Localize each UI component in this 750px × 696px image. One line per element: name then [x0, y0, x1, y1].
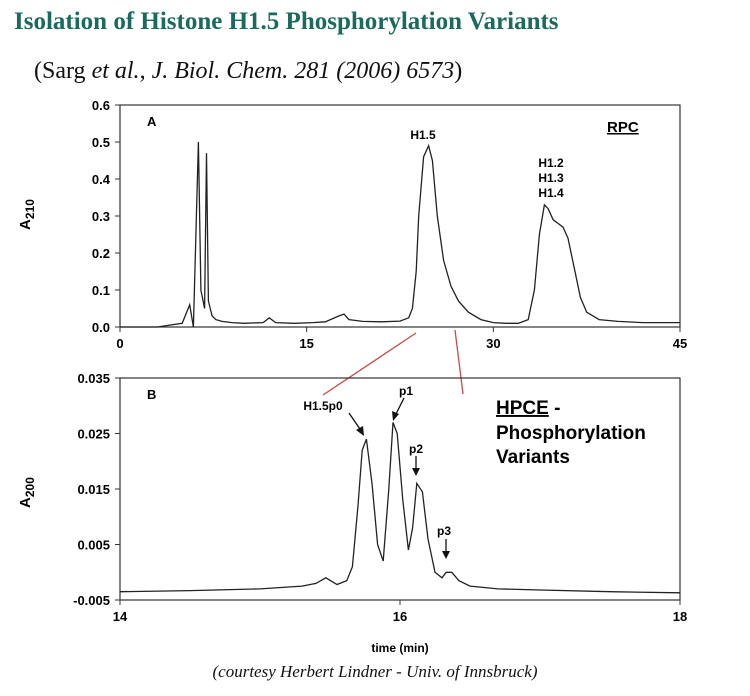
panel-a-letter: A [147, 114, 157, 129]
panel-a-ylabel: A210 [17, 199, 37, 230]
panel-b-x-ticks: 14 16 18 [113, 600, 687, 624]
panel-b-method-hpce: HPCE [496, 398, 549, 419]
panel-b-y-tick-label: 0.025 [77, 427, 110, 442]
citation-open: (Sarg [34, 58, 92, 84]
panel-b-method-line3: Variants [496, 447, 570, 468]
peak-label-h12: H1.2 [538, 156, 564, 170]
peak-label-h15: H1.5 [410, 128, 436, 142]
panel-a-x-tick-label: 30 [486, 336, 500, 351]
panel-a-x-ticks: 0 15 30 45 [116, 327, 687, 351]
panel-a-y-tick-label: 0.5 [92, 135, 110, 150]
zoom-connector-left [322, 332, 417, 396]
panel-a-y-tick-label: 0.0 [92, 320, 110, 335]
slide-title: Isolation of Histone H1.5 Phosphorylatio… [14, 8, 559, 35]
peak-label-h15p0: H1.5p0 [303, 399, 343, 413]
panel-b-xlabel: time (min) [371, 641, 428, 655]
panel-a-ylabel-sub: 210 [23, 199, 37, 219]
panel-a-frame [119, 104, 681, 328]
panel-b-y-tick-label: 0.015 [77, 482, 110, 497]
panel-b-x-tick-label: 18 [673, 609, 687, 624]
citation-close: ) [454, 58, 463, 84]
peak-label-p1: p1 [399, 384, 413, 398]
panel-a-ylabel-main: A [17, 219, 34, 230]
panel-a-x-tick-label: 45 [673, 336, 687, 351]
panel-a-y-tick-label: 0.4 [92, 172, 111, 187]
panel-a-y-tick-label: 0.2 [92, 246, 110, 261]
panel-b-ylabel-sub: 200 [23, 477, 37, 497]
peak-label-h13: H1.3 [538, 171, 564, 185]
arrow-head-p2 [412, 468, 420, 476]
panel-b-y-tick-label: 0.035 [77, 371, 110, 386]
panel-a-y-tick-label: 0.1 [92, 283, 110, 298]
arrow-head-p3 [442, 551, 450, 559]
panel-a-method-label: RPC [607, 119, 639, 136]
panel-b-letter: B [147, 387, 156, 402]
panel-a-x-tick-label: 15 [299, 336, 313, 351]
citation: (Sarg et al., J. Biol. Chem. 281 (2006) … [34, 58, 462, 85]
panel-b-x-tick-label: 16 [393, 609, 407, 624]
arrow-head-h15p0 [356, 426, 364, 436]
panel-b: B HPCE - Phosphorylation Variants A200 0… [17, 371, 687, 655]
panel-a-y-tick-label: 0.3 [92, 209, 110, 224]
peak-label-h14: H1.4 [538, 186, 564, 200]
citation-sep: , [139, 58, 152, 84]
panel-a-x-tick-label: 0 [116, 336, 123, 351]
citation-journal: J. Biol. Chem. 281 (2006) 6573 [151, 58, 455, 84]
panel-b-y-tick-label: -0.005 [73, 593, 110, 608]
panel-a-trace [120, 141, 680, 328]
panel-b-ylabel: A200 [17, 477, 37, 508]
panel-b-x-tick-label: 14 [113, 609, 128, 624]
panel-b-ylabel-main: A [17, 497, 34, 508]
peak-label-p3: p3 [437, 524, 451, 538]
panel-b-method-line2: Phosphorylation [496, 423, 646, 444]
courtesy-note: (courtesy Herbert Lindner - Univ. of Inn… [212, 662, 538, 681]
citation-etal: et al. [91, 58, 140, 84]
zoom-connector-right [454, 329, 464, 395]
panel-b-method-dash: - [549, 398, 561, 419]
panel-b-y-tick-label: 0.005 [77, 538, 110, 553]
panel-b-trace [119, 422, 681, 594]
panel-b-method-line1: HPCE - [496, 398, 560, 419]
panel-a-y-tick-label: 0.6 [92, 98, 110, 113]
panel-a: A RPC A210 0.60.50.40.30.20.10.0 0 15 30 45… [17, 98, 687, 351]
panel-a-y-ticks: 0.6 0.5 0.4 0.3 0.2 0.1 0.0 [92, 98, 120, 335]
arrow-head-p1 [392, 411, 399, 421]
panel-b-y-ticks: 0.035 0.025 0.015 0.005 -0.005 [73, 371, 120, 608]
peak-label-p2: p2 [409, 442, 423, 456]
panel-b-frame [119, 377, 681, 601]
